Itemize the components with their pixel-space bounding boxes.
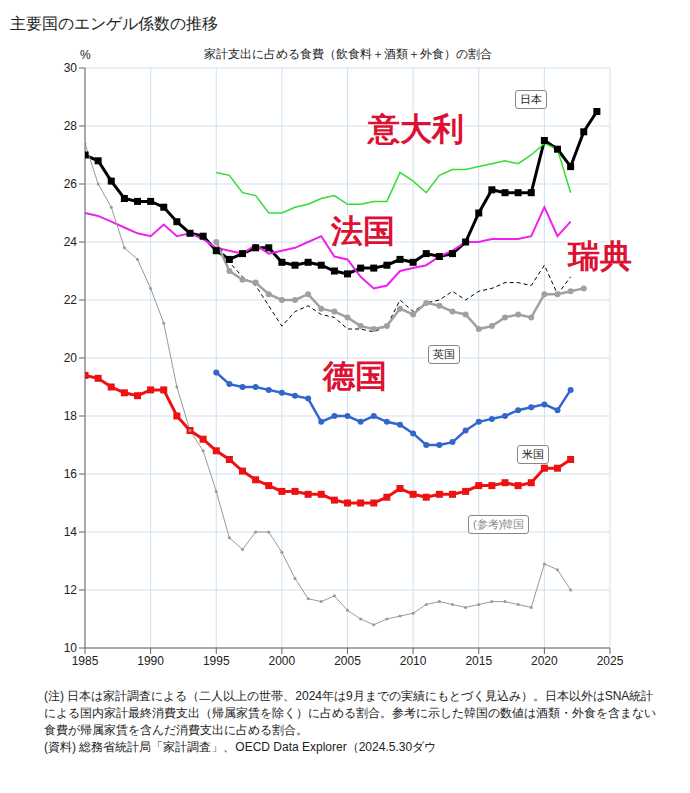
html-text:主要国のエンゲル係数の推移: 主要国のエンゲル係数の推移 (10, 15, 218, 32)
svg-text:2010: 2010 (400, 654, 427, 668)
svg-text:26: 26 (64, 177, 78, 191)
svg-text:12: 12 (64, 583, 78, 597)
html-text:德国: 德国 (323, 358, 387, 394)
svg-text:10: 10 (64, 641, 78, 655)
svg-text:2025: 2025 (597, 654, 624, 668)
svg-text:28: 28 (64, 119, 78, 133)
html-text:(資料) 総務省統計局「家計調査」、OECD Data Ex: (資料) 総務省統計局「家計調査」、OECD Data Explorer（202… (44, 740, 437, 754)
html-text:米国: 米国 (522, 448, 544, 460)
svg-text:30: 30 (64, 61, 78, 75)
html-text:家計支出に占める食費（飲食料＋酒類＋外食）の割合: 家計支出に占める食費（飲食料＋酒類＋外食）の割合 (203, 47, 492, 61)
svg-text:22: 22 (64, 293, 78, 307)
html-text:日本: 日本 (520, 93, 542, 105)
svg-text:2015: 2015 (465, 654, 492, 668)
html-text:法国: 法国 (331, 213, 395, 249)
html-text:(参考)韓国: (参考)韓国 (473, 518, 525, 530)
svg-text:14: 14 (64, 525, 78, 539)
html-text:英国: 英国 (433, 348, 455, 360)
svg-text:16: 16 (64, 467, 78, 481)
svg-text:20: 20 (64, 351, 78, 365)
svg-text:2005: 2005 (334, 654, 361, 668)
svg-text:1985: 1985 (72, 654, 99, 668)
svg-text:1995: 1995 (203, 654, 230, 668)
svg-text:1990: 1990 (137, 654, 164, 668)
svg-text:24: 24 (64, 235, 78, 249)
html-text:(注) 日本は家計調査による（二人以上の世帯、2024年は9: (注) 日本は家計調査による（二人以上の世帯、2024年は9月までの実績にもとづ… (44, 689, 656, 737)
svg-text:18: 18 (64, 409, 78, 423)
svg-text:2020: 2020 (531, 654, 558, 668)
svg-text:2000: 2000 (269, 654, 296, 668)
html-text:瑞典: 瑞典 (568, 238, 632, 274)
html-text:意大利: 意大利 (368, 111, 464, 147)
